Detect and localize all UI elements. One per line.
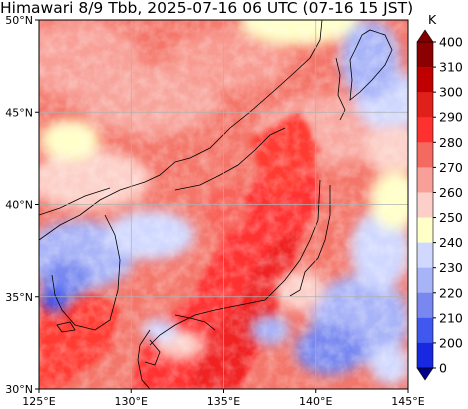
coastlines — [39, 20, 393, 389]
tbb-field — [39, 20, 408, 389]
y-tick-label: 45°N — [5, 106, 33, 119]
x-tick-label: 130°E — [115, 395, 148, 408]
y-tick-label: 30°N — [5, 383, 33, 396]
x-tick-label: 140°E — [299, 395, 332, 408]
y-tick-label: 50°N — [5, 14, 33, 27]
y-tick-label: 35°N — [5, 291, 33, 304]
y-tick-label: 40°N — [5, 199, 33, 212]
x-tick-label: 145°E — [391, 395, 424, 408]
latitude-axis: 50°N 45°N 40°N 35°N 30°N — [5, 14, 39, 396]
x-tick-label: 125°E — [22, 395, 55, 408]
longitude-axis: 125°E 130°E 135°E 140°E 145°E — [22, 389, 425, 408]
x-tick-label: 135°E — [207, 395, 240, 408]
graticule — [39, 20, 408, 389]
map-title: Himawari 8/9 Tbb, 2025-07-16 06 UTC (07-… — [0, 0, 414, 17]
